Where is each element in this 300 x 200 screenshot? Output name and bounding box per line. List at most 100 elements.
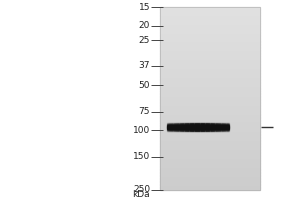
Bar [215, 123, 217, 131]
Bar [160, 164, 260, 166]
Bar [160, 96, 260, 97]
Bar [172, 123, 173, 131]
Bar [160, 117, 260, 118]
Bar [160, 158, 260, 160]
Bar [160, 105, 260, 106]
Bar [160, 79, 260, 80]
Bar [160, 53, 260, 54]
Bar [160, 51, 260, 53]
Bar [198, 123, 200, 131]
Bar [160, 7, 260, 9]
Bar [160, 128, 260, 129]
Text: kDa: kDa [132, 190, 150, 199]
Bar [160, 169, 260, 170]
Bar [160, 172, 260, 173]
Bar [160, 118, 260, 120]
Bar [175, 123, 176, 131]
Bar [160, 59, 260, 61]
Bar [160, 13, 260, 15]
Bar [160, 50, 260, 51]
Bar [207, 123, 208, 131]
Text: 150: 150 [133, 152, 150, 161]
Bar [160, 99, 260, 100]
Bar [160, 7, 260, 190]
Bar [160, 61, 260, 62]
Bar [160, 74, 260, 76]
Bar [160, 138, 260, 140]
Bar [160, 71, 260, 73]
Bar [160, 68, 260, 70]
Bar [160, 125, 260, 126]
Text: 50: 50 [139, 81, 150, 90]
Bar [160, 131, 260, 132]
Bar [177, 123, 178, 131]
Bar [214, 123, 215, 131]
Bar [160, 76, 260, 77]
Bar [160, 70, 260, 71]
Bar [160, 44, 260, 45]
Text: 25: 25 [139, 36, 150, 45]
Bar [192, 123, 193, 131]
Bar [160, 41, 260, 42]
Bar [160, 102, 260, 103]
Bar [160, 144, 260, 146]
Bar [222, 123, 223, 131]
Bar [160, 48, 260, 50]
Bar [200, 123, 201, 131]
Bar [160, 103, 260, 105]
Bar [160, 132, 260, 134]
Bar [160, 149, 260, 150]
Text: 37: 37 [139, 61, 150, 70]
Bar [160, 27, 260, 29]
Bar [160, 45, 260, 47]
Bar [213, 123, 214, 131]
Bar [211, 123, 212, 131]
Bar [197, 123, 198, 131]
Bar [160, 21, 260, 23]
Bar [171, 123, 172, 131]
Bar [160, 152, 260, 153]
Bar [160, 111, 260, 112]
Bar [160, 18, 260, 19]
Bar [160, 153, 260, 155]
Bar [160, 47, 260, 48]
Bar [160, 163, 260, 164]
Bar [160, 86, 260, 88]
Bar [160, 109, 260, 111]
Bar [167, 126, 229, 127]
Bar [160, 85, 260, 86]
Bar [167, 125, 229, 126]
Bar [160, 36, 260, 38]
Bar [160, 100, 260, 102]
Bar [160, 120, 260, 121]
Bar [176, 123, 177, 131]
Bar [160, 135, 260, 137]
Bar [160, 106, 260, 108]
Bar [160, 143, 260, 144]
Bar [201, 123, 202, 131]
Bar [160, 182, 260, 184]
Bar [182, 123, 183, 131]
Bar [160, 16, 260, 18]
Text: 75: 75 [139, 107, 150, 116]
Bar [160, 179, 260, 181]
Bar [160, 108, 260, 109]
Bar [160, 188, 260, 190]
Bar [173, 123, 175, 131]
Text: 15: 15 [139, 3, 150, 12]
Bar [160, 94, 260, 96]
Bar [167, 129, 229, 130]
Bar [160, 173, 260, 175]
Bar [160, 9, 260, 10]
Bar [160, 181, 260, 182]
Bar [186, 123, 187, 131]
Bar [160, 39, 260, 41]
Bar [228, 123, 229, 131]
Bar [160, 73, 260, 74]
Bar [160, 146, 260, 147]
Bar [187, 123, 188, 131]
Bar [223, 123, 224, 131]
Bar [160, 187, 260, 188]
Bar [160, 115, 260, 117]
Bar [160, 77, 260, 79]
